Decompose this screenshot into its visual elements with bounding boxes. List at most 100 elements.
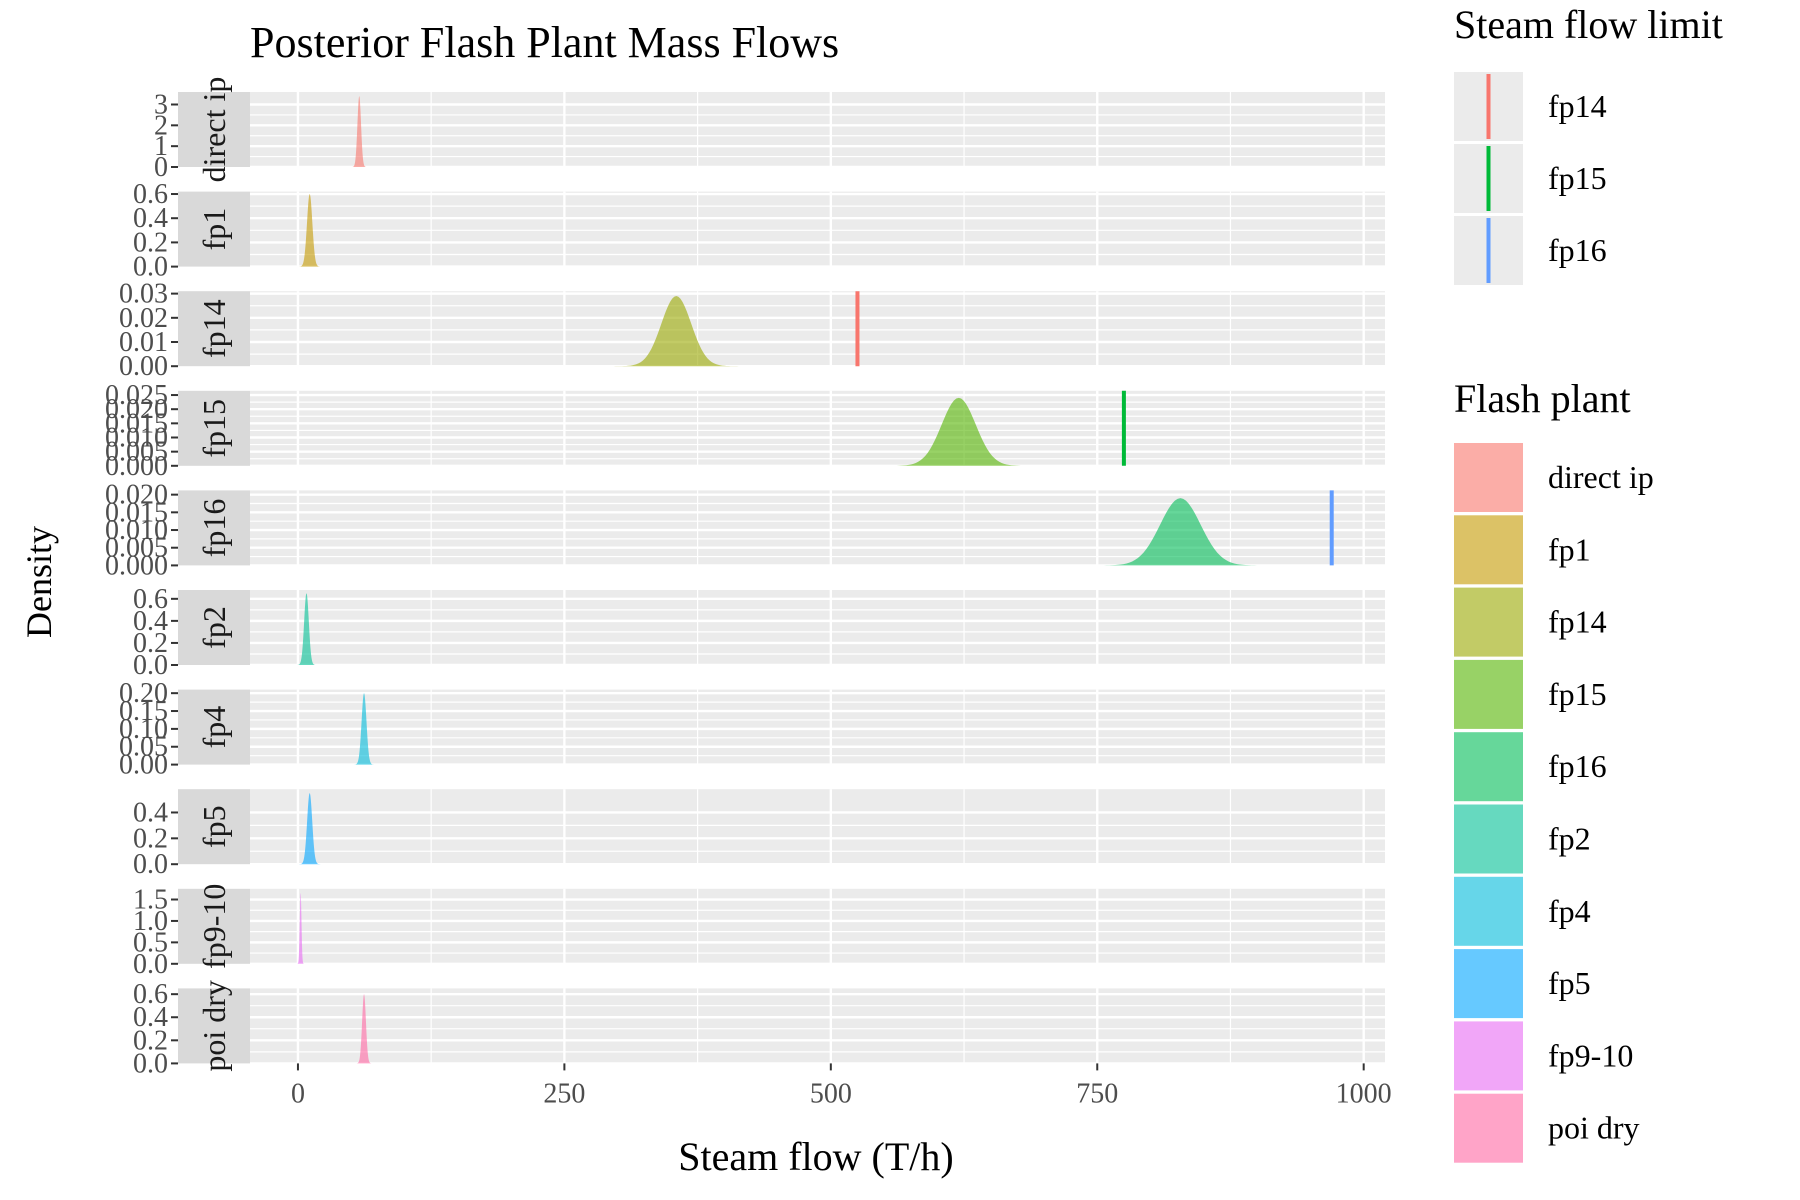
- facet-strip-label: fp1: [196, 208, 232, 251]
- y-tick-label: 0.025: [105, 380, 168, 411]
- facet-strip: [178, 490, 250, 566]
- legend-key-swatch: [1454, 587, 1523, 657]
- y-tick-label: 0.015: [105, 408, 168, 439]
- legend-label: fp16: [1548, 748, 1607, 784]
- facet-strip: [178, 590, 250, 665]
- y-tick-label: 0.0: [133, 849, 168, 880]
- facet-fp1: fp1 0.00.20.40.6: [133, 179, 1385, 283]
- facet-strip-label: fp15: [196, 399, 232, 458]
- legend-key-swatch: [1454, 515, 1523, 585]
- legend-label: direct ip: [1548, 459, 1654, 495]
- y-tick-label: 1.0: [133, 906, 168, 937]
- y-tick-label: 0.05: [119, 732, 168, 763]
- y-tick-label: 0.15: [119, 696, 168, 727]
- legend-key-swatch: [1454, 1021, 1523, 1091]
- y-tick-label: 0.000: [105, 451, 168, 482]
- legend-key-swatch: [1454, 876, 1523, 946]
- facet-strip-label: fp2: [196, 606, 232, 649]
- y-tick-label: 0.4: [133, 1002, 168, 1033]
- legend-key-swatch: [1454, 804, 1523, 874]
- facet-fp5: fp5 0.00.20.4: [133, 789, 1385, 880]
- y-tick-label: 0.010: [105, 515, 168, 546]
- x-tick-label: 1000: [1336, 1078, 1392, 1109]
- density-area: [298, 793, 321, 865]
- y-tick-label: 0.2: [133, 823, 168, 854]
- facet-panels: direct ip0123fp10.00.20.40.6fp140.000.01…: [105, 77, 1385, 1079]
- y-tick-label: 0.020: [105, 394, 168, 425]
- y-tick-label: 0.2: [133, 1025, 168, 1056]
- y-tick-label: 0.0: [133, 252, 168, 283]
- density-area: [297, 893, 305, 964]
- legend-key-swatch: [1454, 659, 1523, 729]
- y-tick-label: 3: [154, 90, 168, 121]
- y-tick-label: 0.4: [133, 606, 168, 637]
- density-area: [1095, 498, 1266, 566]
- panel-background: [250, 291, 1385, 367]
- y-tick-label: 0.005: [105, 533, 168, 564]
- density-area: [887, 397, 1031, 466]
- facet-fp9-10: fp9-10 0.00.51.01.5: [133, 884, 1385, 980]
- density-area: [353, 693, 375, 765]
- legend-label: poi dry: [1548, 1110, 1640, 1146]
- y-tick-label: 0.00: [119, 750, 168, 781]
- facet-strip: [178, 390, 250, 466]
- x-tick-label: 750: [1076, 1078, 1118, 1109]
- legend-label: fp16: [1548, 232, 1607, 268]
- facet-strip: [178, 988, 250, 1064]
- x-tick-label: 250: [543, 1078, 585, 1109]
- density-area: [351, 96, 367, 167]
- legend-label: fp5: [1548, 965, 1591, 1001]
- facet-strip: [178, 291, 250, 367]
- y-tick-label: 0.0: [133, 650, 168, 681]
- panel-background: [250, 888, 1385, 964]
- y-tick-label: 0.10: [119, 714, 168, 745]
- facet-poi-dry: poi dry 0.00.20.40.6: [133, 979, 1385, 1079]
- y-tick-label: 1.5: [133, 885, 168, 916]
- x-axis: 0 250 500 750 1000: [291, 1063, 1392, 1109]
- facet-strip-label: fp9-10: [196, 884, 232, 969]
- y-tick-label: 0: [154, 152, 168, 183]
- y-tick-label: 0.03: [119, 279, 168, 310]
- facet-strip-label: fp14: [196, 299, 232, 358]
- y-tick-label: 0.4: [133, 203, 168, 234]
- y-tick-label: 0.0: [133, 1048, 168, 1079]
- y-tick-label: 0.2: [133, 227, 168, 258]
- y-tick-label: 1: [154, 131, 168, 162]
- y-tick-label: 0.2: [133, 628, 168, 659]
- y-tick-label: 0.02: [119, 303, 168, 334]
- facet-strip-label: poi dry: [196, 980, 232, 1072]
- y-tick-label: 0.000: [105, 550, 168, 581]
- facet-strip: [178, 92, 250, 167]
- density-area: [296, 593, 317, 665]
- legend-label: fp14: [1548, 88, 1607, 124]
- panel-background: [250, 789, 1385, 865]
- legend-title-flash-plant: Flash plant: [1454, 376, 1631, 421]
- facet-strip: [178, 191, 250, 267]
- legend-key-swatch: [1454, 949, 1523, 1019]
- x-axis-title: Steam flow (T/h): [678, 1134, 954, 1179]
- panel-background: [250, 988, 1385, 1064]
- panel-background: [250, 92, 1385, 167]
- facet-strip: [178, 888, 250, 964]
- facet-fp4: fp4 0.000.050.100.150.20: [119, 678, 1385, 781]
- facet-strip: [178, 789, 250, 865]
- facet-strip-label: fp5: [196, 805, 232, 848]
- y-tick-label: 0.015: [105, 497, 168, 528]
- y-tick-label: 0.005: [105, 437, 168, 468]
- legend-label: fp1: [1548, 531, 1591, 567]
- legend-title-steam-limit: Steam flow limit: [1454, 2, 1723, 47]
- y-tick-label: 0.010: [105, 422, 168, 453]
- y-tick-label: 2: [154, 110, 168, 141]
- legend-label: fp14: [1548, 604, 1607, 640]
- y-axis-title: Density: [19, 526, 59, 638]
- legend-label: fp4: [1548, 893, 1591, 929]
- density-area: [355, 994, 373, 1064]
- x-tick-label: 0: [291, 1078, 305, 1109]
- chart-title: Posterior Flash Plant Mass Flows: [250, 18, 839, 67]
- facet-strip-label: fp16: [196, 499, 232, 558]
- facet-strip-label: direct ip: [196, 77, 232, 183]
- legend-key-swatch: [1454, 732, 1523, 802]
